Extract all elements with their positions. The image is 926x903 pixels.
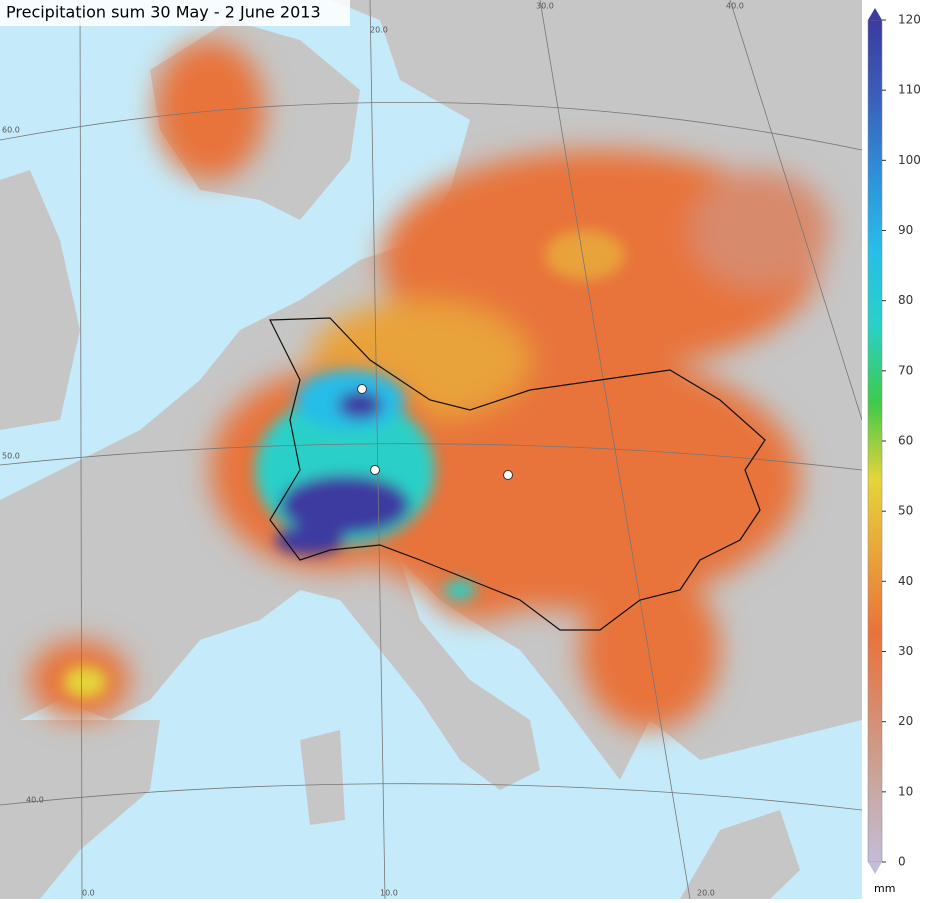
colorbar-tick-label: 50: [898, 504, 913, 518]
graticule-label: 40.0: [726, 2, 744, 11]
colorbar-unit: mm: [874, 882, 895, 895]
stations: [357, 384, 513, 480]
colorbar: 0 10 20 30 40 50 60 70 80 90 100 110 120: [867, 8, 921, 874]
graticule-label: 20.0: [697, 889, 715, 898]
colorbar-tick-label: 90: [898, 223, 913, 237]
basin-outline: [269, 317, 766, 631]
colorbar-tick-label: 10: [898, 784, 913, 798]
colorbar-extend-max: [868, 8, 882, 20]
graticule-label: 0.0: [82, 889, 95, 898]
colorbar-tick-label: 110: [898, 83, 921, 97]
heavy-precipitation: [63, 230, 625, 698]
colorbar-tick-label: 80: [898, 293, 913, 307]
graticule-label: 50.0: [2, 452, 20, 461]
colorbar-tick-label: 100: [898, 153, 921, 167]
graticule-label: 60.0: [2, 126, 20, 135]
title-box: [0, 0, 350, 26]
graticule: [0, 0, 862, 899]
colorbar-extend-min: [868, 862, 882, 874]
colorbar-fill: [867, 19, 883, 863]
graticule-label: 10.0: [380, 889, 398, 898]
graticule-label: 20.0: [370, 26, 388, 35]
colorbar-tick-label: 0: [898, 855, 906, 869]
title: Precipitation sum 30 May - 2 June 2013: [6, 3, 321, 22]
graticule-label: 30.0: [536, 2, 554, 11]
graticule-label: 40.0: [26, 796, 44, 805]
colorbar-tick-label: 20: [898, 714, 913, 728]
colorbar-tick-label: 70: [898, 363, 913, 377]
map: 60.0 50.0 40.0 20.0 30.0 40.0 0.0 10.0 2…: [0, 0, 862, 899]
colorbar-tick-label: 60: [898, 434, 913, 448]
colorbar-tick-label: 120: [898, 13, 921, 27]
colorbar-tick-label: 30: [898, 644, 913, 658]
colorbar-tick-label: 40: [898, 574, 913, 588]
